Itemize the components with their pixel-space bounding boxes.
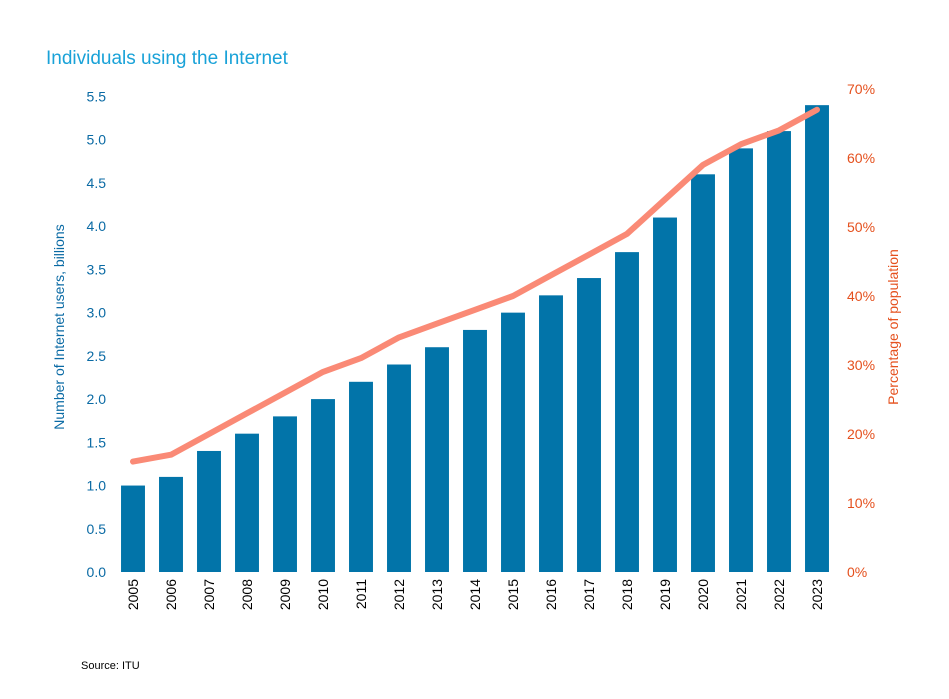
left-tick-label: 2.5: [87, 348, 107, 364]
bar-2023: [805, 105, 829, 573]
x-tick-label: 2018: [619, 579, 635, 610]
left-tick-label: 0.5: [87, 521, 107, 537]
x-tick-label: 2005: [125, 579, 141, 610]
left-tick-label: 5.0: [87, 132, 107, 148]
bar-2015: [501, 312, 525, 572]
x-tick-label: 2017: [581, 579, 597, 610]
bar-2013: [425, 347, 449, 572]
right-tick-label: 30%: [847, 357, 875, 373]
left-tick-label: 2.0: [87, 391, 107, 407]
y-axis-left-label: Number of Internet users, billions: [51, 224, 67, 429]
line-series: [130, 106, 820, 465]
left-tick-label: 5.5: [87, 89, 107, 105]
right-tick-label: 0%: [847, 564, 867, 580]
chart-title: Individuals using the Internet: [46, 48, 288, 69]
bar-2017: [577, 278, 601, 572]
y-axis-right-label: Percentage of population: [885, 249, 901, 405]
bar-2011: [349, 381, 373, 572]
bar-2006: [159, 476, 183, 572]
x-tick-label: 2022: [771, 579, 787, 610]
bar-2018: [615, 252, 639, 572]
x-tick-label: 2023: [809, 579, 825, 610]
bar-2022: [767, 131, 791, 572]
left-tick-label: 4.0: [87, 218, 107, 234]
x-tick-label: 2013: [429, 579, 445, 610]
bar-2010: [311, 399, 335, 572]
bar-2021: [729, 148, 753, 572]
left-tick-label: 3.5: [87, 261, 107, 277]
x-tick-label: 2021: [733, 579, 749, 610]
x-tick-label: 2012: [391, 579, 407, 610]
x-axis-ticks: 2005 2006 2007 2008 2009 2010 2011 2012 2013 2014…: [125, 579, 825, 610]
left-tick-label: 0.0: [87, 564, 107, 580]
bar-2020: [691, 174, 715, 572]
source-note: Source: ITU: [81, 660, 140, 672]
x-tick-label: 2011: [353, 579, 369, 609]
left-tick-label: 1.0: [87, 478, 107, 494]
right-tick-label: 40%: [847, 288, 875, 304]
x-tick-label: 2008: [239, 579, 255, 610]
bar-2005: [121, 485, 145, 572]
x-tick-label: 2014: [467, 579, 483, 610]
bar-2019: [653, 217, 677, 573]
bar-2008: [235, 433, 259, 572]
left-tick-label: 3.0: [87, 305, 107, 321]
left-tick-label: 4.5: [87, 175, 107, 191]
left-axis-ticks: 0.0 0.5 1.0 1.5 2.0 2.5 3.0 3.5 4.0 4.5 5.0 5.5: [87, 89, 107, 581]
right-tick-label: 70%: [847, 81, 875, 97]
bar-2014: [463, 329, 487, 572]
bar-2012: [387, 364, 411, 572]
right-tick-label: 60%: [847, 150, 875, 166]
bar-series: [121, 105, 829, 573]
x-tick-label: 2020: [695, 579, 711, 610]
bar-2007: [197, 450, 221, 572]
x-tick-label: 2016: [543, 579, 559, 610]
right-tick-label: 20%: [847, 426, 875, 442]
x-tick-label: 2006: [163, 579, 179, 610]
x-tick-label: 2010: [315, 579, 331, 610]
bar-2016: [539, 295, 563, 572]
x-tick-label: 2009: [277, 579, 293, 610]
x-tick-label: 2015: [505, 579, 521, 610]
bar-2009: [273, 416, 297, 572]
x-tick-label: 2007: [201, 579, 217, 610]
right-tick-label: 10%: [847, 495, 875, 511]
x-tick-label: 2019: [657, 579, 673, 610]
right-axis-ticks: 0% 10% 20% 30% 40% 50% 60% 70%: [847, 81, 875, 580]
right-tick-label: 50%: [847, 219, 875, 235]
left-tick-label: 1.5: [87, 434, 107, 450]
